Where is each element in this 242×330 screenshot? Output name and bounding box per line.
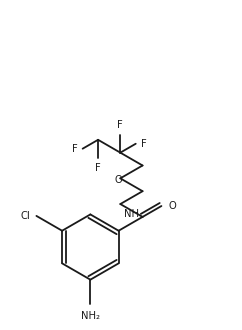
Text: Cl: Cl <box>21 211 30 221</box>
Text: F: F <box>95 163 101 173</box>
Text: NH₂: NH₂ <box>81 311 100 321</box>
Text: F: F <box>72 144 78 154</box>
Text: F: F <box>141 139 146 149</box>
Text: NH: NH <box>124 209 139 219</box>
Text: O: O <box>168 201 176 211</box>
Text: F: F <box>117 120 123 130</box>
Text: O: O <box>114 175 122 185</box>
